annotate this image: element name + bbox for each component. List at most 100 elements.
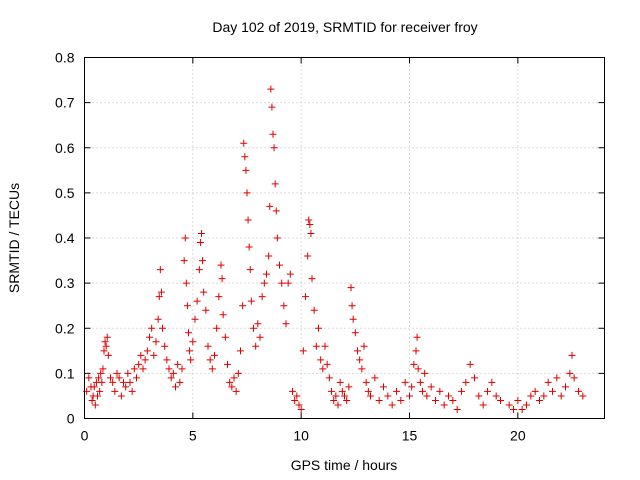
data-point (122, 383, 130, 391)
data-point (334, 401, 342, 409)
data-point (362, 378, 370, 386)
data-point (143, 347, 151, 355)
data-point (250, 324, 257, 332)
data-point (380, 383, 387, 391)
data-point (412, 347, 420, 355)
data-point (221, 333, 229, 341)
data-point (183, 302, 191, 310)
data-point (187, 356, 195, 364)
data-point (354, 347, 361, 355)
data-point (265, 252, 273, 260)
y-tick-label: 0.4 (55, 230, 75, 246)
data-point (133, 374, 140, 382)
x-tick-label: 10 (293, 428, 309, 444)
data-point (176, 378, 184, 386)
data-point (169, 369, 177, 377)
data-point (269, 130, 277, 138)
data-point (325, 374, 333, 382)
y-tick-label: 0 (67, 411, 75, 427)
data-point (286, 270, 294, 278)
data-point (272, 207, 280, 215)
data-point (549, 387, 556, 395)
data-point (268, 103, 276, 111)
x-tick-label: 20 (510, 428, 526, 444)
data-point (113, 369, 121, 377)
data-point (165, 365, 173, 373)
data-point (245, 243, 253, 251)
data-point (440, 401, 448, 409)
data-point (348, 302, 356, 310)
y-tick-label: 0.5 (55, 185, 75, 201)
data-point (90, 383, 98, 391)
data-point (109, 378, 117, 386)
data-point (91, 401, 99, 409)
data-point (258, 293, 266, 301)
data-point (384, 392, 392, 400)
data-point (230, 374, 238, 382)
y-tick-label: 0.6 (55, 140, 75, 156)
data-point (397, 396, 405, 404)
data-point (99, 365, 107, 373)
data-point (85, 374, 93, 382)
data-point (351, 329, 359, 337)
data-point (449, 396, 457, 404)
data-point (241, 153, 249, 161)
data-point (246, 266, 254, 274)
data-point (137, 351, 145, 359)
data-point (141, 356, 149, 364)
data-point (239, 302, 247, 310)
x-tick-label: 5 (189, 428, 197, 444)
data-point (218, 275, 226, 283)
data-point (466, 360, 474, 368)
data-point (432, 396, 439, 404)
data-point (100, 347, 108, 355)
data-point (263, 270, 270, 278)
data-point (557, 392, 565, 400)
data-point (195, 266, 203, 274)
data-point (244, 216, 252, 224)
data-point (101, 338, 109, 346)
data-point (240, 139, 248, 147)
data-point (159, 324, 166, 332)
data-point (343, 396, 351, 404)
data-point (208, 365, 216, 373)
data-point (154, 315, 162, 323)
data-point (536, 396, 543, 404)
data-point (193, 297, 201, 305)
data-point (219, 311, 227, 319)
data-point (126, 378, 134, 386)
data-point (393, 387, 400, 395)
data-point (280, 302, 288, 310)
data-point (202, 306, 210, 314)
data-point (570, 374, 578, 382)
data-point (186, 347, 194, 355)
data-point (185, 329, 192, 337)
data-point (167, 374, 175, 382)
data-point (152, 338, 160, 346)
data-point (293, 392, 301, 400)
data-point (332, 392, 340, 400)
data-point (479, 401, 487, 409)
data-point (523, 401, 530, 409)
data-point (284, 279, 292, 287)
data-point (135, 360, 143, 368)
data-point (419, 387, 426, 395)
data-point (307, 229, 315, 237)
tick-labels: 0 0.1 0.2 0.3 0.4 0.5 0.6 0.7 0.8 0 5 10 15 20 (55, 50, 526, 444)
data-point (139, 365, 147, 373)
data-point (319, 365, 327, 373)
data-point (527, 392, 535, 400)
data-point (198, 229, 205, 237)
data-point (228, 383, 236, 391)
data-point (358, 365, 366, 373)
data-point (544, 378, 552, 386)
y-tick-label: 0.8 (55, 50, 75, 66)
data-point (104, 351, 112, 359)
data-point (338, 387, 346, 395)
data-point (267, 85, 275, 93)
data-point (310, 306, 318, 314)
x-tick-label: 15 (402, 428, 418, 444)
data-point (375, 396, 383, 404)
data-point (242, 166, 250, 174)
